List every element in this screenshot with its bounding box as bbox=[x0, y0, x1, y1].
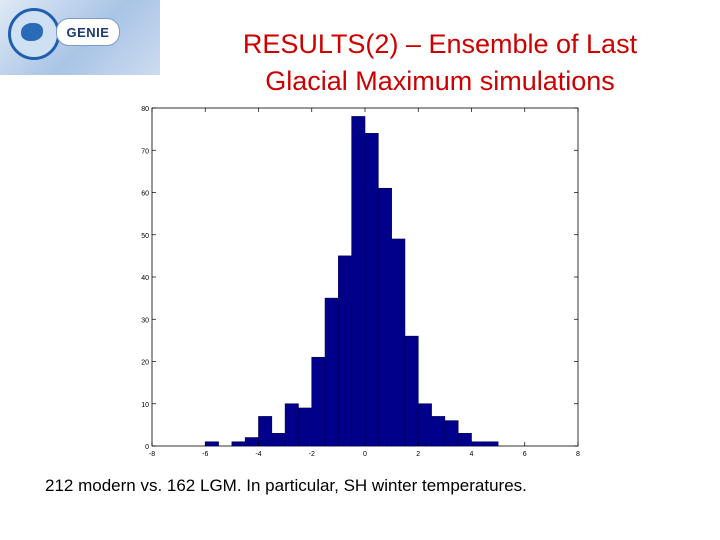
histogram-bar bbox=[391, 238, 406, 447]
genie-logo: GENIE bbox=[0, 0, 160, 75]
histogram-bar bbox=[311, 356, 326, 447]
y-tick-label: 50 bbox=[141, 233, 149, 240]
y-tick-label: 0 bbox=[145, 444, 149, 451]
y-tick-label: 10 bbox=[141, 402, 149, 409]
x-tick-label: 4 bbox=[470, 451, 474, 458]
histogram-bar bbox=[431, 416, 446, 447]
x-tick-label: 6 bbox=[523, 451, 527, 458]
x-tick-label: 0 bbox=[363, 451, 367, 458]
histogram-bar bbox=[244, 437, 259, 447]
histogram-bar bbox=[298, 407, 313, 447]
slide-title: RESULTS(2) – Ensemble of Last Glacial Ma… bbox=[170, 26, 710, 100]
histogram-bar bbox=[231, 441, 246, 447]
histogram-bar bbox=[364, 133, 379, 447]
y-tick-label: 60 bbox=[141, 191, 149, 198]
x-tick-label: -6 bbox=[202, 451, 208, 458]
histogram-bar bbox=[457, 433, 472, 447]
histogram-bar bbox=[417, 403, 432, 447]
histogram-bar bbox=[444, 420, 459, 447]
logo-text: GENIE bbox=[56, 18, 120, 46]
histogram-bar bbox=[404, 335, 419, 447]
title-line-1: RESULTS(2) – Ensemble of Last bbox=[242, 29, 638, 59]
histogram-bar bbox=[271, 433, 286, 447]
histogram-bar bbox=[258, 416, 273, 447]
x-tick-label: 8 bbox=[576, 451, 580, 458]
histogram-bar bbox=[284, 403, 299, 447]
histogram-bar bbox=[338, 255, 352, 447]
x-tick-label: 2 bbox=[416, 451, 420, 458]
y-tick-label: 70 bbox=[141, 148, 149, 155]
slide-caption: 212 modern vs. 162 LGM. In particular, S… bbox=[45, 476, 527, 495]
histogram-bar bbox=[351, 116, 366, 447]
x-tick-label: -2 bbox=[309, 451, 315, 458]
histogram-bar bbox=[378, 187, 392, 447]
y-tick-label: 40 bbox=[141, 275, 149, 282]
y-tick-label: 20 bbox=[141, 360, 149, 367]
histogram-bar bbox=[204, 441, 219, 447]
x-tick-label: -8 bbox=[149, 451, 155, 458]
histogram-bar bbox=[471, 441, 486, 447]
title-line-2: Glacial Maximum simulations bbox=[265, 66, 615, 96]
y-tick-label: 30 bbox=[141, 317, 149, 324]
histogram-bar bbox=[484, 441, 499, 447]
histogram-chart: 0 10 20 30 40 50 60 70 80 -8 -6 -4 -2 0 2 4 6 8 bbox=[141, 106, 580, 458]
histogram-bar bbox=[324, 297, 339, 447]
y-tick-label: 80 bbox=[141, 106, 149, 113]
x-tick-label: -4 bbox=[255, 451, 261, 458]
globe-icon bbox=[8, 8, 60, 60]
